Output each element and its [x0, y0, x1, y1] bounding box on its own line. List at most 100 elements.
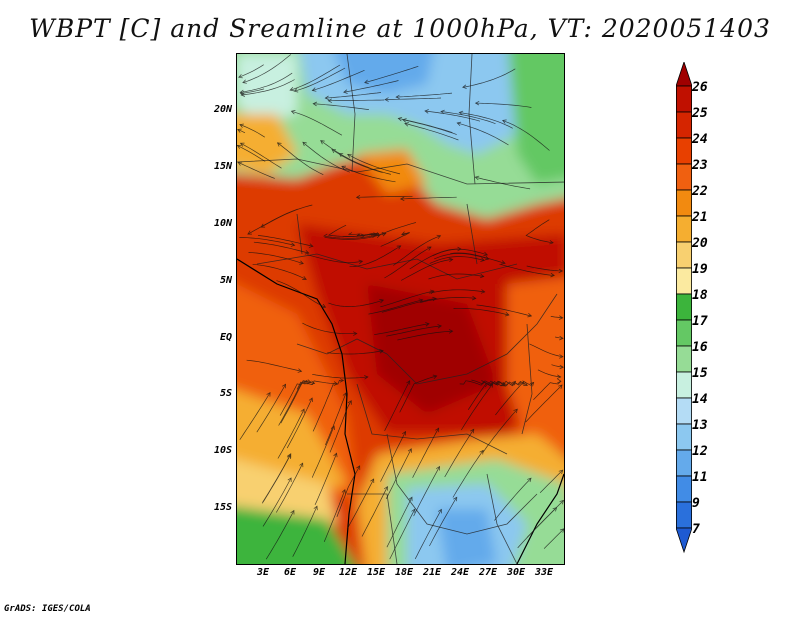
streamline-arrow — [341, 489, 346, 494]
colorbar-swatch — [676, 137, 692, 165]
streamline — [434, 253, 489, 260]
streamline-arrow — [448, 329, 454, 334]
streamline-arrow — [558, 315, 564, 320]
colorbar-label: 20 — [692, 236, 708, 251]
streamline — [302, 141, 350, 173]
streamline — [400, 196, 457, 200]
streamline-arrow — [299, 462, 304, 468]
streamline-arrow — [453, 496, 458, 502]
streamline — [325, 92, 382, 99]
colorbar-top-arrow — [675, 60, 693, 87]
streamline — [349, 245, 401, 268]
streamline-arrow — [395, 94, 400, 100]
streamline — [256, 384, 286, 433]
streamline — [404, 123, 459, 141]
streamline — [543, 528, 564, 549]
streamline-arrow — [364, 79, 369, 84]
streamline — [312, 69, 365, 91]
streamline-arrow — [266, 391, 271, 397]
streamline-arrow — [303, 379, 308, 385]
streamline — [381, 298, 437, 313]
streamline-arrow — [379, 298, 384, 304]
streamline-arrow — [406, 380, 411, 385]
colorbar-label: 26 — [692, 80, 708, 95]
streamline — [240, 88, 265, 94]
streamline — [444, 429, 475, 478]
streamline — [432, 248, 488, 257]
streamline — [397, 330, 453, 341]
map-panel — [236, 53, 565, 565]
streamline-arrow — [371, 233, 377, 238]
streamline-arrow — [302, 141, 307, 147]
streamline-arrow — [401, 231, 406, 236]
streamline — [356, 195, 413, 198]
streamline-arrow — [242, 79, 247, 84]
streamline-arrow — [321, 303, 327, 308]
streamline-arrow — [397, 116, 403, 122]
streamline-arrow — [300, 408, 305, 414]
streamline-arrow — [474, 100, 480, 106]
colorbar — [675, 60, 693, 560]
streamline — [459, 380, 506, 387]
streamline — [341, 165, 396, 183]
streamline-arrow — [424, 109, 429, 114]
lon-label: 9E — [313, 567, 326, 578]
streamline — [377, 222, 416, 236]
streamline — [239, 237, 295, 246]
streamline-arrow — [239, 90, 245, 96]
lat-label: 10N — [213, 218, 232, 229]
colorbar-label: 12 — [692, 444, 708, 459]
colorbar-label: 14 — [692, 392, 708, 407]
streamline — [386, 325, 442, 337]
colorbar-swatch — [676, 371, 692, 399]
streamline — [252, 263, 307, 280]
streamline — [450, 252, 506, 264]
streamline — [347, 478, 375, 529]
streamline — [238, 64, 264, 78]
lon-label: 24E — [451, 567, 470, 578]
colorbar-swatch — [676, 501, 692, 529]
streamline — [361, 486, 388, 537]
streamline-arrow — [437, 508, 442, 514]
streamline — [401, 259, 453, 281]
streamline-arrow — [559, 364, 564, 370]
streamline-arrow — [304, 250, 310, 255]
streamline — [471, 379, 516, 387]
streamline — [495, 380, 534, 416]
streamline-arrow — [353, 331, 358, 336]
streamline-arrow — [483, 251, 488, 257]
streamline — [482, 408, 518, 454]
streamline-arrow — [470, 428, 475, 434]
streamline-arrow — [290, 242, 296, 247]
streamline-arrow — [330, 425, 335, 431]
streamline-arrow — [290, 110, 296, 115]
streamline — [537, 369, 561, 378]
streamline — [413, 466, 440, 517]
streamline-arrow — [333, 452, 338, 458]
streamline — [457, 122, 509, 146]
streamline-arrow — [557, 378, 562, 384]
colorbar-swatch — [676, 163, 692, 191]
streamline-arrow — [287, 453, 292, 458]
streamline — [420, 297, 476, 303]
streamline-arrow — [290, 509, 295, 515]
streamline — [277, 142, 324, 176]
colorbar-swatch — [676, 449, 692, 477]
colorbar-label: 11 — [692, 470, 708, 485]
streamline-arrow — [302, 275, 307, 280]
streamline — [494, 477, 532, 521]
streamline-arrow — [320, 140, 325, 145]
streamline — [526, 265, 563, 272]
streamline — [414, 509, 442, 560]
streamline — [476, 304, 532, 317]
streamline — [312, 373, 368, 379]
streamline — [424, 110, 481, 122]
streamline-arrow — [436, 234, 442, 240]
streamline-arrow — [396, 245, 402, 250]
streamline — [386, 497, 413, 548]
streamline-arrow — [458, 110, 464, 116]
lat-label: 5N — [219, 275, 232, 286]
streamline-arrow — [502, 119, 507, 124]
streamline-arrow — [383, 485, 389, 491]
streamline-arrow — [331, 148, 337, 154]
